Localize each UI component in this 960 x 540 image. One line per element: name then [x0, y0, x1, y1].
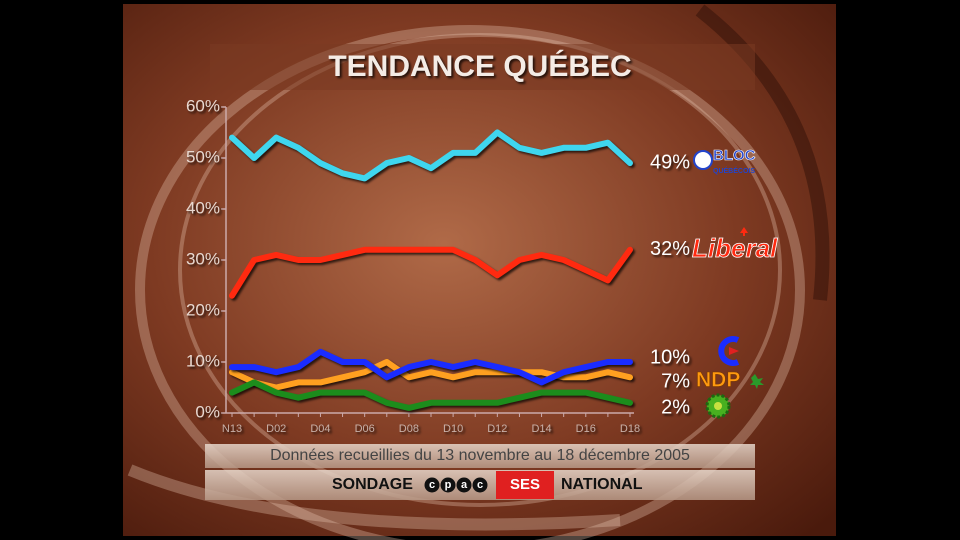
series-line — [229, 348, 633, 386]
x-tick-label: D08 — [399, 423, 419, 435]
cpac-letter: a — [461, 479, 468, 491]
x-tick-label: N13 — [222, 423, 242, 435]
party-logo: Liberal — [692, 233, 778, 263]
party-logo: NDP — [696, 369, 740, 392]
x-tick-label: D18 — [620, 423, 640, 435]
chart-title: TENDANCE QUÉBEC — [328, 49, 631, 83]
cpac-letter: p — [445, 479, 452, 491]
ses-logo — [496, 471, 554, 499]
end-value-label: 49% — [650, 151, 690, 173]
x-tick-label: D04 — [310, 423, 330, 435]
end-value-label: 7% — [661, 370, 690, 392]
caption-band — [205, 444, 755, 468]
ses-text: SES — [510, 476, 540, 493]
liberal-leaf — [740, 227, 748, 236]
party-logo: QUÉBÉCOIS — [713, 166, 755, 175]
series-line — [229, 379, 633, 411]
y-tick-label: 50% — [186, 147, 220, 166]
ndp-leaf — [750, 374, 764, 389]
cpac-letter: c — [477, 479, 483, 491]
cpac-circle — [440, 477, 456, 493]
cpac-letter: c — [429, 479, 435, 491]
series-line — [229, 246, 633, 299]
party-logo: BLOC — [713, 147, 756, 164]
y-tick-label: 0% — [195, 402, 220, 421]
x-tick-label: D06 — [355, 423, 375, 435]
footer-right: NATIONAL — [561, 476, 643, 493]
y-tick-label: 40% — [186, 198, 220, 217]
green-logo-core — [714, 402, 722, 410]
cpac-circle — [424, 477, 440, 493]
y-tick-label: 30% — [186, 249, 220, 268]
series-line — [229, 129, 633, 182]
end-value-label: 2% — [661, 396, 690, 418]
x-tick-label: D02 — [266, 423, 286, 435]
x-tick-label: D16 — [576, 423, 596, 435]
title-band — [210, 44, 755, 90]
decor-swooshes — [127, 4, 830, 540]
y-tick-label: 20% — [186, 300, 220, 319]
cpac-circle — [472, 477, 488, 493]
x-tick-label: D10 — [443, 423, 463, 435]
caption: Données recueillies du 13 novembre au 18… — [270, 447, 690, 464]
footer-left: SONDAGE — [332, 476, 413, 493]
conservative-logo — [718, 336, 740, 366]
x-tick-label: D12 — [487, 423, 507, 435]
end-value-label: 32% — [650, 238, 690, 260]
plot: 0% 10% 20% 30% 40% 50% 60% N13 D02 D04 D06 D08 D10 D1… — [186, 96, 778, 434]
y-tick-label: 10% — [186, 351, 220, 370]
cpac-circle — [456, 477, 472, 493]
series-line — [229, 359, 633, 391]
x-tick-label: D14 — [531, 423, 551, 435]
bloc-icon — [693, 150, 713, 170]
y-tick-label: 60% — [186, 96, 220, 115]
end-value-label: 10% — [650, 346, 690, 368]
conservative-mark — [729, 347, 739, 355]
